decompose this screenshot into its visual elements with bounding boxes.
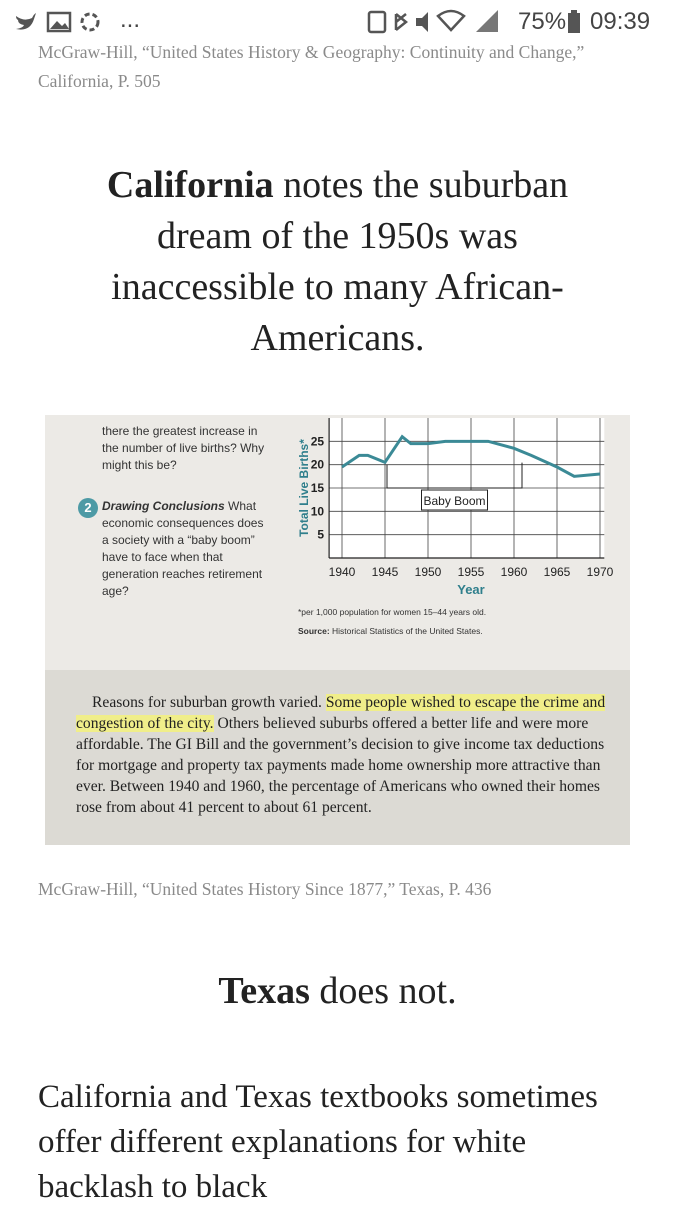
- annotation-label: Baby Boom: [423, 494, 485, 508]
- heading-text: does not.: [309, 970, 457, 1012]
- y-tick-label: 15: [311, 481, 325, 495]
- annotation-box: [421, 489, 488, 511]
- question-title: Drawing Conclusions: [102, 499, 225, 513]
- chart-source: Source: Historical Statistics of the Uni…: [298, 626, 483, 636]
- y-tick-label: 20: [311, 458, 325, 472]
- system-icons: [367, 9, 498, 34]
- annotation-bracket: [386, 462, 523, 489]
- x-tick-label: 1970: [587, 565, 614, 579]
- question-body: What economic consequences does a societ…: [102, 499, 264, 598]
- notification-icons: [16, 11, 100, 33]
- paragraph-text: Others believed suburbs offered a better…: [76, 715, 605, 816]
- question-number: 2: [78, 498, 98, 518]
- y-axis-title: Total Live Births*: [297, 439, 311, 537]
- question-text: there the greatest increase in the numbe…: [102, 424, 265, 472]
- more-indicator: ...: [120, 6, 141, 33]
- image-caption: McGraw-Hill, “United States History Sinc…: [38, 879, 492, 899]
- x-tick-label: 1960: [501, 565, 528, 579]
- source-label: Source:: [298, 626, 330, 636]
- battery-level: 75%: [518, 8, 567, 35]
- y-tick-label: 10: [311, 504, 325, 518]
- y-tick-label: 25: [311, 434, 325, 448]
- image-caption: McGraw-Hill, “United States History & Ge…: [38, 42, 585, 91]
- clock: 09:39: [590, 8, 651, 35]
- heading-bold: Texas: [218, 970, 310, 1012]
- section-heading: Texas does not.: [70, 966, 605, 1017]
- x-tick-label: 1950: [415, 565, 442, 579]
- chart-footnote: *per 1,000 population for women 15–44 ye…: [298, 607, 486, 617]
- status-bar: ... 75% 09:39: [0, 0, 675, 44]
- births-line: [341, 434, 601, 478]
- x-axis-title: Year: [457, 582, 484, 597]
- textbook-paragraph: Reasons for suburban growth varied. Some…: [76, 692, 616, 818]
- paragraph-text: Reasons for suburban growth varied.: [92, 694, 326, 711]
- source-text: Historical Statistics of the United Stat…: [330, 626, 483, 636]
- question-text: Drawing Conclusions What economic conseq…: [102, 498, 272, 600]
- x-tick-label: 1955: [458, 565, 485, 579]
- x-tick-label: 1945: [372, 565, 399, 579]
- heading-bold: California: [106, 164, 274, 206]
- heading-text: notes the suburban dream of the 1950s wa…: [111, 164, 569, 359]
- x-tick-label: 1965: [544, 565, 571, 579]
- y-tick-label: 5: [317, 528, 324, 542]
- article-body: California and Texas textbooks sometimes…: [38, 1079, 598, 1205]
- births-chart: 1940 1945 1950 1955 1960 1965 1970 5 10 15 20 25Tot…: [297, 418, 614, 636]
- battery-icon: [568, 10, 580, 33]
- section-heading: California notes the suburban dream of t…: [70, 160, 605, 364]
- x-tick-label: 1940: [329, 565, 356, 579]
